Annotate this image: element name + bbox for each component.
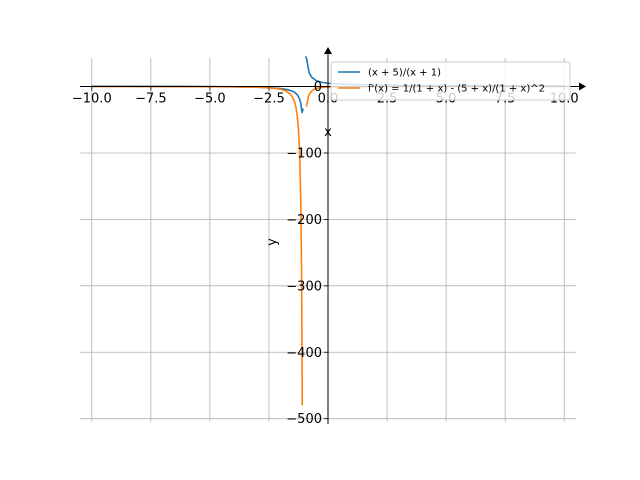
y-tick-label: −400: [286, 346, 322, 361]
y-tick-label: −500: [286, 412, 322, 427]
legend-label-series-1: (x + 5)/(x + 1): [368, 68, 441, 79]
legend-frame: [330, 61, 571, 101]
y-tick-label: 0: [314, 80, 322, 95]
y-tick-label: −200: [286, 213, 322, 228]
y-tick-label: −100: [286, 146, 322, 161]
y-axis-label: y: [265, 238, 280, 246]
x-tick-label: −2.5: [253, 92, 285, 107]
x-axis-label: x: [324, 125, 332, 140]
x-tick-label: −5.0: [194, 92, 226, 107]
y-tick-label: −300: [286, 279, 322, 294]
legend-label-series-2: f'(x) = 1/(1 + x) - (5 + x)/(1 + x)^2: [368, 84, 545, 95]
y-axis-arrow: [324, 47, 332, 54]
x-tick-label: −10.0: [72, 92, 112, 107]
x-axis-arrow: [579, 82, 586, 91]
x-tick-label: −7.5: [135, 92, 167, 107]
legend: (x + 5)/(x + 1) f'(x) = 1/(1 + x) - (5 +…: [330, 61, 571, 101]
